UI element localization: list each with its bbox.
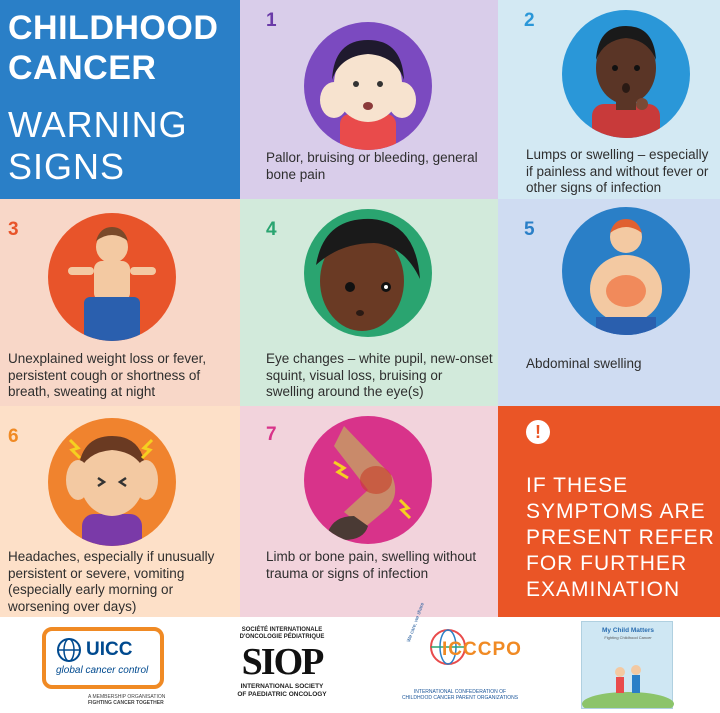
sign-description: Limb or bone pain, swelling without trau…	[266, 549, 477, 581]
sign-card-6: 6 Headaches, especially if unusually per…	[0, 406, 240, 617]
siop-logo: SOCIÉTÉ INTERNATIONALE D'ONCOLOGIE PÉDIA…	[222, 627, 342, 709]
partner-logos-footer: UICC global cancer control A MEMBERSHIP …	[0, 602, 720, 713]
mcm-title: My Child Matters	[601, 627, 654, 634]
sign-description: Pallor, bruising or bleeding, general bo…	[266, 150, 478, 182]
icccpo-subtitle-line1: INTERNATIONAL CONFEDERATION OF	[413, 689, 507, 695]
siop-bottom-line2: OF PAEDIATRIC ONCOLOGY	[237, 691, 327, 698]
eye-changes-illustration	[304, 209, 432, 337]
children-illustration	[582, 665, 674, 708]
globe-icon	[430, 629, 466, 665]
sign-card-5: 5 Abdominal swelling	[498, 199, 720, 406]
globe-icon	[57, 638, 81, 662]
headache-illustration	[48, 418, 176, 546]
sign-description: Lumps or swelling – especially if painle…	[526, 147, 709, 195]
sign-number: 6	[8, 426, 19, 447]
alert-line1: IF THESE	[526, 474, 629, 497]
siop-bottom-line1: INTERNATIONAL SOCIETY	[240, 683, 324, 690]
uicc-logo: UICC global cancer control A MEMBERSHIP …	[42, 627, 166, 706]
exclamation-icon: !	[526, 420, 550, 444]
title-main: CHILDHOOD CANCER	[8, 8, 218, 88]
title-panel: CHILDHOOD CANCER WARNING SIGNS	[0, 0, 240, 199]
title-line4: SIGNS	[8, 146, 126, 187]
pale-face-illustration	[304, 22, 432, 150]
alert-message: IF THESE SYMPTOMS ARE PRESENT REFER FOR …	[526, 473, 715, 603]
sign-number: 5	[524, 219, 535, 240]
sign-number: 1	[266, 10, 277, 31]
neck-lump-illustration	[562, 10, 690, 138]
title-line3: WARNING	[8, 104, 188, 145]
sign-number: 4	[266, 219, 277, 240]
sign-description: Headaches, especially if unusually persi…	[8, 549, 215, 614]
icccpo-logo: We care, we share ICCCPO INTERNATIONAL C…	[400, 602, 522, 709]
infographic-grid: CHILDHOOD CANCER WARNING SIGNS 1 Pallor,…	[0, 0, 720, 617]
alert-line2: SYMPTOMS ARE	[526, 500, 706, 523]
alert-line5: EXAMINATION	[526, 578, 681, 601]
sign-card-7: 7 Limb or bone pain, swelling without tr…	[240, 406, 498, 617]
mcm-subtitle: Fighting Childhood Cancer	[604, 635, 652, 640]
uicc-name: UICC	[86, 639, 133, 660]
abdominal-swelling-illustration	[562, 207, 690, 335]
sign-description: Eye changes – white pupil, new-onset squ…	[266, 351, 493, 399]
icccpo-name: ICCCPO	[442, 639, 522, 660]
siop-name: SIOP	[241, 641, 325, 683]
alert-panel: ! IF THESE SYMPTOMS ARE PRESENT REFER FO…	[498, 406, 720, 617]
alert-line4: FOR FURTHER	[526, 552, 688, 575]
alert-line3: PRESENT REFER	[526, 526, 715, 549]
uicc-subtitle: global cancer control	[56, 665, 149, 676]
weight-loss-illustration	[48, 213, 176, 341]
sign-number: 7	[266, 424, 277, 445]
sign-card-4: 4 Eye changes – white pupil, new-onset s…	[240, 199, 498, 406]
sign-number: 3	[8, 219, 19, 240]
sign-description: Unexplained weight loss or fever, persis…	[8, 351, 207, 399]
siop-top-line1: SOCIÉTÉ INTERNATIONALE	[241, 627, 323, 633]
sign-number: 2	[524, 10, 535, 31]
my-child-matters-logo: My Child Matters Fighting Childhood Canc…	[581, 621, 674, 709]
sign-card-3: 3 Unexplained weight loss or fever, pers…	[0, 199, 240, 406]
uicc-logo-frame	[42, 627, 164, 689]
title-line1: CHILDHOOD	[8, 9, 219, 47]
title-line2: CANCER	[8, 49, 157, 87]
limb-pain-illustration	[304, 416, 432, 544]
siop-top-line2: D'ONCOLOGIE PÉDIATRIQUE	[239, 634, 325, 640]
title-sub: WARNING SIGNS	[8, 104, 188, 188]
sign-description: Abdominal swelling	[526, 356, 642, 371]
uicc-tagline-bold: FIGHTING CANCER TOGETHER	[88, 700, 164, 706]
sign-card-2: 2 Lumps or swelling – especially if pain…	[498, 0, 720, 199]
uicc-tagline: A MEMBERSHIP ORGANISATION	[88, 694, 166, 700]
sign-card-1: 1 Pallor, bruising or bleeding, general …	[240, 0, 498, 199]
icccpo-subtitle-line2: CHILDHOOD CANCER PARENT ORGANIZATIONS	[401, 695, 519, 701]
